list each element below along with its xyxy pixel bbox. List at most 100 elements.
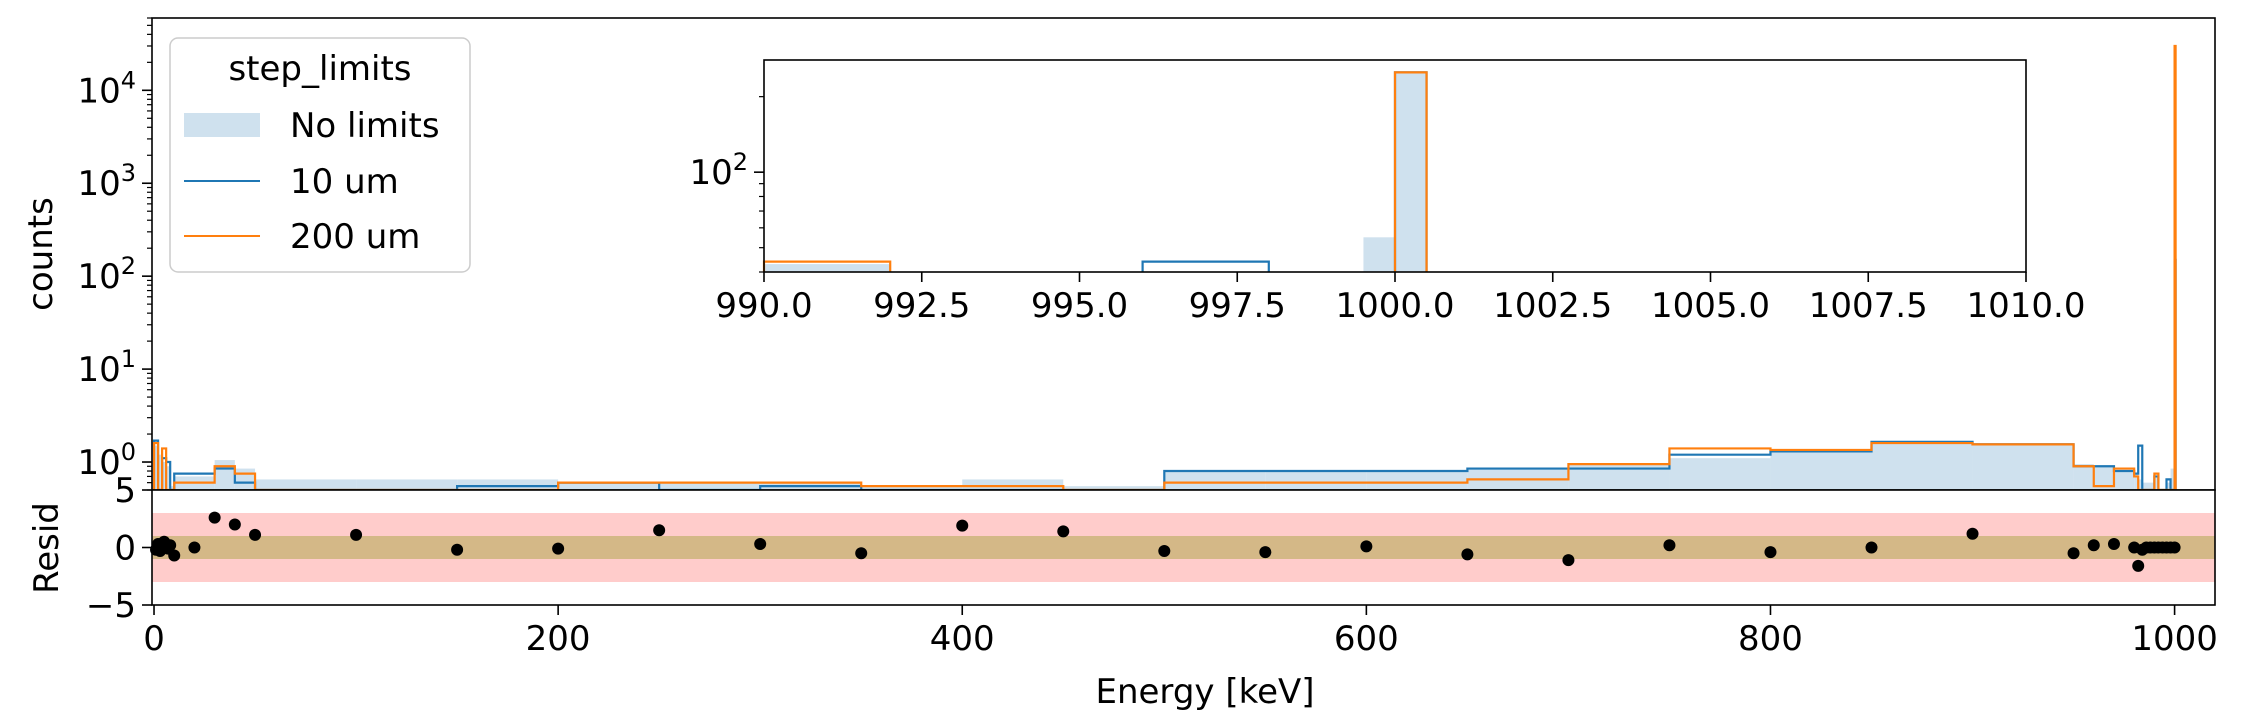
legend-label-200um: 200 um <box>290 217 420 257</box>
main-bar-no-limits-6 <box>214 460 235 490</box>
inset-x-tick-label-4: 1000.0 <box>1336 286 1455 326</box>
inset-x-tick-label-8: 1010.0 <box>1967 286 2086 326</box>
residual-point-43 <box>2168 541 2181 554</box>
residual-point-13 <box>350 528 363 541</box>
x-axis-label: Energy [keV] <box>1095 672 1314 712</box>
main-bar-no-limits-27 <box>2093 466 2114 490</box>
inset-fill-layer <box>764 72 1427 272</box>
main-y-tick-label-1: 101 <box>77 345 136 390</box>
residual-point-21 <box>1158 544 1171 557</box>
x-tick-label-5: 1000 <box>2131 619 2218 659</box>
inset-step-200-um-1 <box>1393 71 1428 272</box>
legend-swatch-no-limits <box>184 113 260 137</box>
main-fill-layer <box>154 259 2176 490</box>
residual-point-27 <box>1764 546 1777 559</box>
residual-y-tick-label-0: −5 <box>86 586 136 626</box>
main-bar-no-limits-22 <box>1669 458 1771 490</box>
main-bar-no-limits-3 <box>166 466 171 490</box>
inset-bar-no-limits-1 <box>1363 237 1395 272</box>
legend: step_limits No limits 10 um 200 um <box>169 37 471 273</box>
inset-x-tick-label-0: 990.0 <box>715 286 812 326</box>
residual-point-18 <box>855 547 868 560</box>
inset-y-axis: 102 <box>689 96 764 273</box>
residual-point-30 <box>2067 547 2080 560</box>
inset-x-tick-label-2: 995.0 <box>1031 286 1128 326</box>
main-bar-no-limits-7 <box>234 468 256 490</box>
main-bar-no-limits-19 <box>1366 471 1468 490</box>
inset-x-tick-label-5: 1002.5 <box>1493 286 1612 326</box>
inset-x-tick-label-6: 1005.0 <box>1651 286 1770 326</box>
main-bar-no-limits-34 <box>2166 482 2171 490</box>
residual-point-25 <box>1562 554 1575 567</box>
legend-title: step_limits <box>228 49 411 89</box>
residual-y-axis-label: Resid <box>27 502 67 594</box>
main-bar-no-limits-1 <box>158 454 163 490</box>
main-bar-no-limits-16 <box>1063 486 1165 490</box>
main-bar-no-limits-28 <box>2113 471 2135 490</box>
main-y-tick-label-4: 104 <box>77 66 136 111</box>
residual-point-24 <box>1461 548 1474 561</box>
residual-point-16 <box>653 524 666 537</box>
main-y-tick-label-2: 102 <box>77 252 136 297</box>
residual-point-29 <box>1966 527 1979 540</box>
residual-point-9 <box>188 541 201 554</box>
inset-x-tick-label-1: 992.5 <box>873 286 970 326</box>
residual-point-7 <box>164 539 177 552</box>
inset-bar-no-limits-2 <box>1395 72 1427 272</box>
x-tick-label-1: 200 <box>526 619 591 659</box>
main-bar-no-limits-32 <box>2154 476 2159 490</box>
residual-point-32 <box>2107 538 2120 551</box>
inset-step-10-um-0 <box>1141 260 1270 272</box>
inset-x-tick-label-3: 997.5 <box>1189 286 1286 326</box>
residual-y-axis: −5 0 5 <box>86 471 152 626</box>
main-bar-no-limits-23 <box>1770 451 1872 490</box>
x-tick-label-4: 800 <box>1738 619 1803 659</box>
residual-y-tick-label-1: 0 <box>114 529 136 569</box>
legend-label-no-limits: No limits <box>290 106 440 146</box>
residual-point-15 <box>552 542 565 555</box>
residual-x-axis: 0 200 400 600 800 1000 <box>143 605 2218 659</box>
x-tick-label-2: 400 <box>930 619 995 659</box>
legend-frame <box>169 37 471 273</box>
main-bar-no-limits-15 <box>962 479 1064 490</box>
main-bar-no-limits-25 <box>1972 443 2074 490</box>
inset-panel: 990.0 992.5 995.0 997.5 1000.0 1002.5 1005.0 10… <box>689 59 2085 326</box>
inset-y-tick-label-0: 102 <box>689 148 748 193</box>
inset-bar-no-limits-0 <box>764 264 891 272</box>
residual-point-12 <box>249 528 262 541</box>
residual-points <box>150 511 2181 572</box>
residual-point-31 <box>2087 539 2100 552</box>
main-bar-no-limits-9 <box>356 479 458 490</box>
main-y-tick-label-3: 103 <box>77 159 136 204</box>
residual-point-10 <box>208 511 221 524</box>
main-bar-no-limits-12 <box>659 482 761 490</box>
residual-y-tick-label-2: 5 <box>114 471 136 511</box>
residual-point-17 <box>754 538 767 551</box>
main-bar-no-limits-18 <box>1265 471 1367 490</box>
residual-point-22 <box>1259 546 1272 559</box>
main-bar-no-limits-2 <box>162 462 167 490</box>
main-bar-no-limits-0 <box>154 445 159 490</box>
residual-point-14 <box>451 543 464 556</box>
main-bar-no-limits-17 <box>1164 471 1266 490</box>
main-bar-no-limits-30 <box>2138 479 2143 490</box>
main-bar-no-limits-10 <box>457 479 559 490</box>
x-tick-label-3: 600 <box>1334 619 1399 659</box>
main-bar-no-limits-29 <box>2134 473 2139 490</box>
residual-point-23 <box>1360 540 1373 553</box>
x-tick-label-0: 0 <box>143 619 165 659</box>
residual-point-20 <box>1057 525 1070 538</box>
main-bar-no-limits-11 <box>558 482 660 490</box>
main-bar-no-limits-8 <box>255 479 357 490</box>
residual-point-11 <box>228 518 241 531</box>
residual-point-8 <box>168 549 181 562</box>
residual-panel: 0 200 400 600 800 1000 −505 Resid Energy [keV… <box>27 471 2218 712</box>
residual-point-28 <box>1865 541 1878 554</box>
residual-point-34 <box>2132 559 2145 572</box>
main-bar-no-limits-35 <box>2170 468 2175 490</box>
residual-point-26 <box>1663 539 1676 552</box>
residual-point-19 <box>956 519 969 532</box>
inset-x-axis: 990.0 992.5 995.0 997.5 1000.0 1002.5 1005.0 10… <box>715 272 2085 326</box>
